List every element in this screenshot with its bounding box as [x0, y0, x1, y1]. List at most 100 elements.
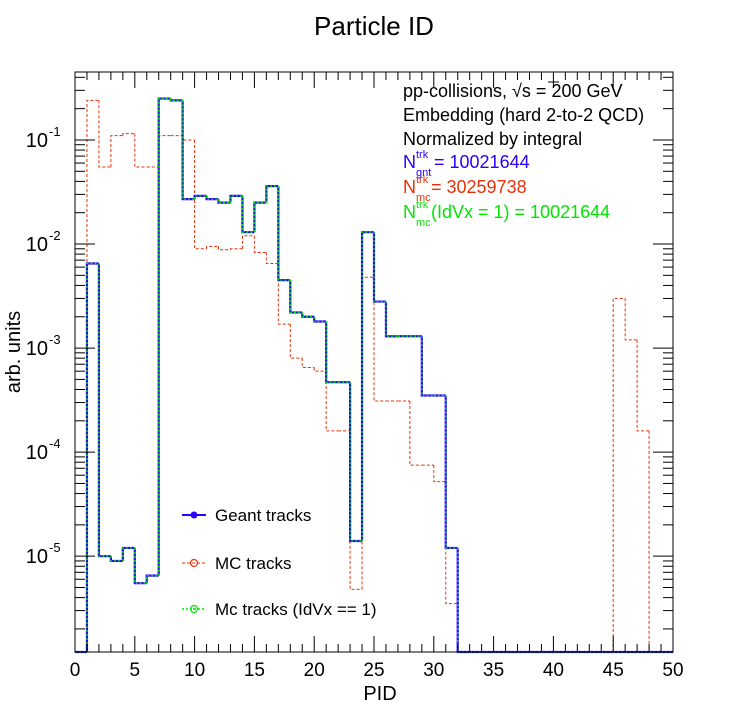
x-tick-label: 0: [70, 660, 81, 681]
x-tick-label: 10: [184, 660, 205, 681]
legend-marker-mc-idvx: [189, 604, 199, 614]
y-tick-label: 10: [26, 442, 48, 464]
bin-1-18: [289, 324, 303, 359]
legend-entry-mc: MC tracks: [182, 554, 292, 573]
bin-2-4: [122, 547, 135, 561]
x-tick-label: 15: [244, 660, 265, 681]
n-gnt-base: N: [403, 152, 416, 172]
bin-2-12: [217, 199, 231, 204]
bin-1-13: [229, 248, 243, 250]
bin-1-10: [194, 139, 207, 250]
bin-2-1: [86, 262, 99, 652]
bin-2-23: [349, 382, 363, 542]
bin-1-45: [612, 297, 626, 652]
bin-1-46: [624, 298, 638, 341]
bin-1-21: [325, 371, 339, 432]
n-gnt-sub: gnt: [416, 167, 431, 179]
bin-1-25: [373, 277, 386, 402]
legend-label-geant: Geant tracks: [215, 506, 311, 525]
bin-2-19: [301, 312, 315, 318]
n-gnt-value: = 10021644: [434, 152, 530, 172]
legend-entry-mc-idvx: Mc tracks (IdVx == 1): [182, 600, 377, 619]
bin-0-26: [384, 301, 398, 338]
bin-2-3: [110, 556, 123, 562]
x-tick-label: 50: [662, 660, 683, 681]
bin-1-1: [86, 99, 99, 652]
bin-1-30: [433, 465, 446, 483]
bin-2-24: [361, 231, 374, 541]
legend: Geant tracks MC tracks Mc tracks (IdVx =…: [182, 506, 377, 619]
x-tick-label: 30: [423, 660, 444, 681]
bin-1-2: [98, 100, 111, 168]
y-tick-label: 10: [26, 546, 48, 568]
annotation-embedding: Embedding (hard 2-to-2 QCD): [403, 105, 644, 125]
bin-1-47: [636, 339, 650, 432]
bin-1-3: [110, 135, 123, 167]
bin-2-20: [313, 316, 327, 323]
n-mc-idvx-sub: mc: [416, 217, 431, 229]
x-tick-label: 45: [603, 660, 624, 681]
annotation-n-gnt: N trk gnt = 10021644: [403, 149, 530, 179]
y-tick-label: 10: [26, 338, 48, 360]
x-axis-title: PID: [363, 683, 396, 705]
legend-label-mc: MC tracks: [215, 554, 292, 573]
legend-entry-geant: Geant tracks: [182, 506, 311, 525]
n-gnt-sup: trk: [416, 149, 429, 161]
legend-marker-mc-idvx-dot: [193, 608, 195, 610]
annotation-normalized: Normalized by integral: [403, 129, 582, 149]
y-tick-exponent: -4: [49, 436, 61, 451]
x-tick-label: 40: [543, 660, 564, 681]
bin-1-12: [218, 246, 231, 251]
chart-title: Particle ID: [314, 11, 434, 41]
n-mc-value: = 30259738: [431, 177, 527, 197]
x-tick-label: 5: [130, 660, 141, 681]
legend-marker-mc: [189, 558, 199, 568]
y-tick-exponent: -5: [49, 540, 61, 555]
bin-0-29: [420, 336, 434, 397]
bin-2-8: [169, 98, 183, 102]
bin-2-2: [98, 263, 111, 557]
x-tick-label: 35: [483, 660, 504, 681]
annotation-n-mc: N trk mc = 30259738: [403, 174, 527, 204]
bin-2-10: [193, 195, 207, 200]
n-mc-idvx-value: (IdVx = 1) = 10021644: [431, 202, 610, 222]
bin-1-5: [134, 133, 147, 168]
axes: 0 5 10 15 20 25 30 35 40 45 5010-110-210-310-410-5…: [3, 71, 684, 705]
bin-2-11: [205, 195, 219, 200]
x-tick-label: 20: [304, 660, 325, 681]
bin-1-20: [313, 367, 327, 372]
bin-2-25: [373, 232, 386, 303]
bin-1-11: [206, 245, 219, 249]
n-mc-sup: trk: [416, 174, 429, 186]
y-tick-label: 10: [26, 130, 48, 152]
bin-2-31: [445, 395, 458, 549]
bin-0-5: [133, 547, 147, 585]
n-mc-idvx-sup: trk: [416, 199, 429, 211]
y-axis-title: arb. units: [3, 311, 25, 393]
bin-0-6: [145, 574, 159, 584]
bin-0-13: [229, 194, 243, 203]
n-mc-base: N: [403, 177, 416, 197]
y-tick-exponent: -1: [49, 124, 61, 139]
bin-1-14: [241, 235, 255, 249]
n-mc-sub: mc: [416, 192, 431, 204]
bin-1-4: [122, 133, 135, 136]
bin-1-28: [409, 401, 422, 466]
y-tick-exponent: -3: [49, 332, 61, 347]
y-tick-exponent: -2: [49, 228, 61, 243]
bin-2-21: [325, 321, 339, 383]
bin-2-15: [253, 201, 267, 233]
x-tick-label: 25: [363, 660, 384, 681]
legend-label-mc-idvx: Mc tracks (IdVx == 1): [215, 600, 377, 619]
bin-2-17: [277, 186, 291, 281]
bin-2-18: [289, 280, 303, 314]
bin-2-14: [241, 195, 255, 233]
bin-1-15: [253, 235, 267, 253]
bin-1-17: [277, 263, 291, 325]
legend-marker-geant: [190, 511, 198, 519]
bin-1-19: [301, 358, 315, 369]
bin-1-16: [265, 252, 279, 264]
y-tick-label: 10: [26, 234, 48, 256]
